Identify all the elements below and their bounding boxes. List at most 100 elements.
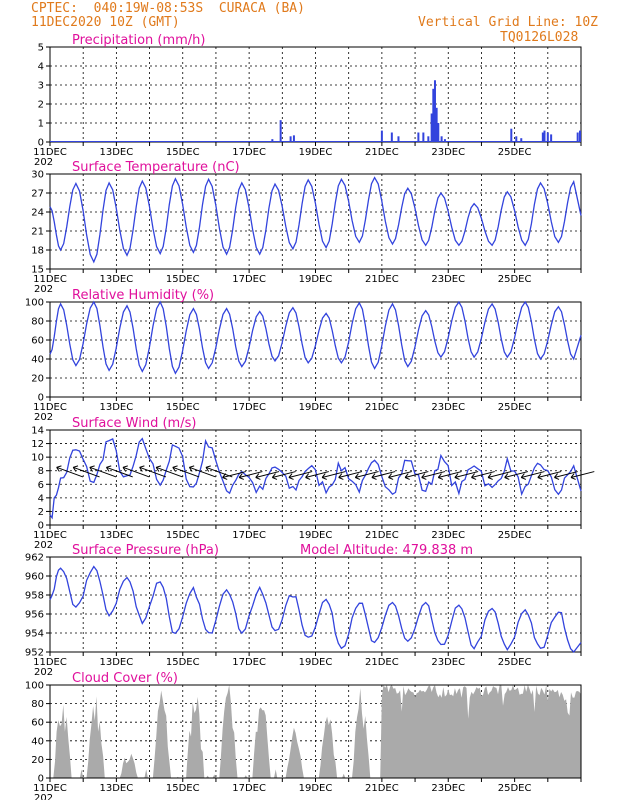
x-tick-label: 21DEC: [365, 783, 399, 794]
x-tick-label: 17DEC: [232, 402, 266, 413]
panel-title: Surface Wind (m/s): [72, 416, 196, 431]
y-tick-label: 40: [31, 736, 44, 747]
x-tick-label: 15DEC: [166, 657, 200, 668]
wind-arrow-head: [238, 477, 244, 480]
wind-arrow: [438, 471, 462, 478]
wind-arrow-head: [487, 477, 493, 480]
precip-bar: [427, 136, 430, 142]
precip-bar: [443, 139, 446, 142]
wind-arrow: [355, 471, 379, 478]
wind-arrow-head: [271, 473, 276, 478]
precip-bar: [390, 132, 393, 142]
year-label: 202: [34, 157, 53, 168]
year-label: 202: [34, 412, 53, 423]
x-tick-label: 17DEC: [232, 274, 266, 285]
y-tick-label: 3: [38, 81, 44, 92]
wind-arrow-head: [222, 473, 227, 478]
x-tick-label: 21DEC: [365, 402, 399, 413]
wind-arrow: [570, 471, 595, 478]
year-label: 202: [34, 667, 53, 678]
wind-arrow-head: [73, 465, 79, 468]
wind-arrow: [487, 471, 512, 478]
wind-arrow-head: [288, 473, 293, 478]
panel-title: Surface Temperature (nC): [72, 160, 240, 175]
x-tick-label: 11DEC: [33, 783, 67, 794]
wind-arrow-head: [172, 467, 176, 472]
precip-bar: [292, 135, 295, 142]
panel-subtitle: Model Altitude: 479.838 m: [300, 543, 473, 558]
y-tick-label: 5: [38, 43, 44, 54]
x-tick-label: 21DEC: [365, 657, 399, 668]
wind-arrow-head: [504, 477, 510, 480]
x-tick-label: 13DEC: [100, 530, 134, 541]
wind-arrow: [404, 471, 429, 478]
wind-arrow-head: [255, 477, 261, 480]
wind-arrow: [139, 466, 167, 478]
wind-arrow-head: [305, 477, 311, 480]
x-tick-label: 21DEC: [365, 530, 399, 541]
precip-bar: [432, 88, 435, 142]
x-tick-label: 25DEC: [498, 147, 532, 158]
wind-arrow-head: [388, 473, 393, 478]
wind-arrow-head: [371, 477, 377, 480]
wind-arrow: [454, 471, 479, 478]
wind-arrow: [471, 471, 495, 478]
y-tick-label: 8: [38, 466, 44, 477]
wind-arrow-head: [222, 477, 228, 480]
x-tick-label: 13DEC: [100, 274, 134, 285]
y-tick-label: 0: [38, 138, 44, 149]
y-tick-label: 956: [25, 610, 44, 621]
y-tick-label: 15: [31, 265, 44, 276]
wind-arrow-head: [388, 477, 394, 480]
series-line: [49, 300, 582, 375]
precip-bar: [380, 130, 383, 142]
wind-arrow: [205, 466, 233, 478]
wind-arrow: [288, 471, 313, 478]
wind-arrow: [255, 471, 280, 478]
wind-arrow-head: [189, 465, 195, 468]
y-tick-label: 21: [31, 227, 44, 238]
wind-arrow-head: [421, 477, 427, 480]
x-tick-label: 25DEC: [498, 530, 532, 541]
precip-bar: [435, 107, 438, 142]
precip-bar: [437, 123, 440, 142]
x-tick-label: 13DEC: [100, 783, 134, 794]
y-tick-label: 958: [25, 591, 44, 602]
y-tick-label: 954: [25, 629, 44, 640]
y-tick-label: 40: [31, 355, 44, 366]
panel-2: 15 18 21 24 27 30 11DEC 13DEC 15DEC 17DEC 19DEC 21D…: [31, 160, 582, 295]
y-tick-label: 27: [31, 189, 44, 200]
wind-arrow-head: [122, 465, 128, 468]
x-tick-label: 23DEC: [431, 402, 465, 413]
x-tick-label: 23DEC: [431, 657, 465, 668]
y-tick-label: 60: [31, 718, 44, 729]
precip-bar: [289, 136, 292, 142]
precip-bar: [279, 120, 282, 142]
x-tick-label: 25DEC: [498, 783, 532, 794]
x-tick-label: 25DEC: [498, 274, 532, 285]
wind-arrow-head: [89, 465, 95, 468]
y-tick-label: 80: [31, 699, 44, 710]
y-tick-label: 960: [25, 572, 44, 583]
x-tick-label: 23DEC: [431, 783, 465, 794]
panel-3: 0 20 40 60 80 100 11DEC 13DEC 15DEC 17DEC 19DEC 21D…: [25, 288, 582, 423]
wind-arrow-head: [554, 477, 560, 480]
series-line: [49, 437, 582, 520]
wind-arrow: [89, 466, 117, 478]
wind-arrow-head: [72, 467, 77, 472]
x-tick-label: 25DEC: [498, 402, 532, 413]
wind-arrow-head: [56, 467, 60, 472]
wind-arrow: [421, 471, 446, 478]
y-tick-label: 100: [25, 681, 44, 692]
wind-arrow: [56, 466, 84, 478]
precip-bar: [550, 134, 553, 142]
wind-arrow-head: [89, 467, 93, 472]
wind-arrow-head: [537, 477, 543, 480]
wind-arrow: [322, 471, 346, 478]
x-tick-label: 15DEC: [166, 147, 200, 158]
wind-arrow-head: [471, 477, 477, 480]
year-label: 202: [34, 793, 53, 800]
x-tick-label: 21DEC: [365, 147, 399, 158]
wind-arrow-head: [454, 477, 460, 480]
x-tick-label: 11DEC: [33, 530, 67, 541]
